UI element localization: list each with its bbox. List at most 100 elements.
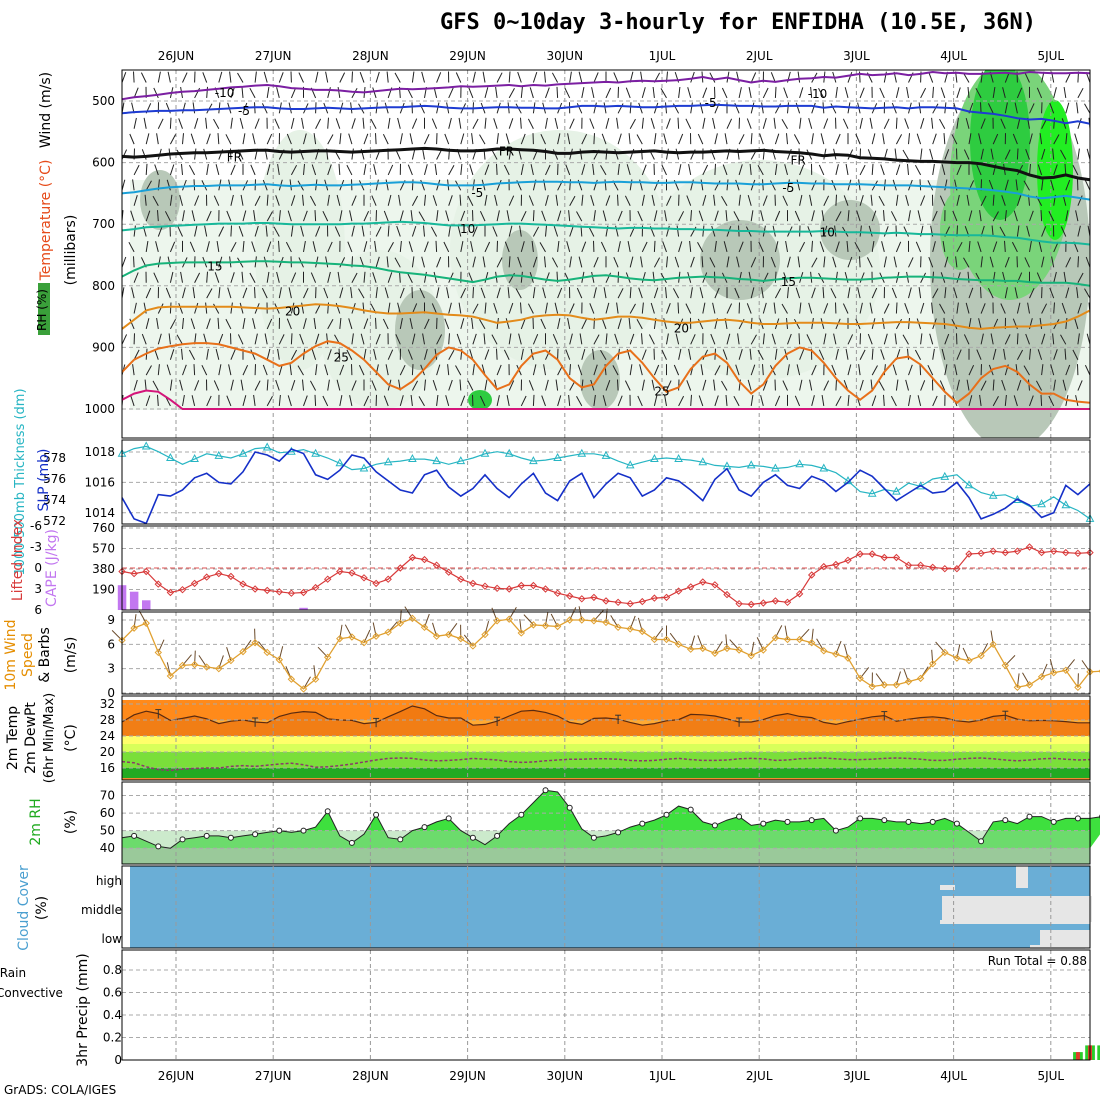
rh-marker bbox=[469, 834, 476, 841]
wind-barb bbox=[796, 179, 801, 191]
wind-barb bbox=[387, 302, 391, 314]
wind-barb bbox=[980, 287, 982, 299]
wind-barb bbox=[169, 117, 172, 129]
lifted-index-tick: 3 bbox=[34, 582, 42, 596]
wind-barb bbox=[191, 210, 196, 222]
wind-barb bbox=[868, 225, 873, 237]
wind-barb bbox=[870, 194, 873, 206]
wind-barb bbox=[290, 379, 296, 391]
lifted-index-marker bbox=[699, 578, 707, 586]
wind-barb bbox=[883, 226, 889, 237]
wind-barb bbox=[375, 333, 381, 345]
wind-barb bbox=[349, 210, 353, 222]
wind-barb bbox=[1036, 87, 1043, 99]
wind-barb bbox=[808, 302, 813, 314]
wind-barb bbox=[628, 317, 631, 329]
wind-barb bbox=[314, 394, 317, 406]
wind-barb bbox=[782, 380, 788, 391]
cape-panel-frame bbox=[121, 525, 1091, 611]
wind-barb bbox=[508, 225, 513, 237]
wind-barb bbox=[496, 210, 500, 222]
bottom-date-label: 29JUN bbox=[449, 1069, 486, 1083]
wind-barb bbox=[833, 333, 837, 345]
wind-barb bbox=[581, 348, 586, 360]
wind-barb bbox=[939, 195, 946, 206]
pressure-tick: 1000 bbox=[84, 402, 115, 416]
wind-barb bbox=[387, 194, 392, 206]
top-date-label: 3JUL bbox=[843, 49, 870, 63]
thickness-marker bbox=[553, 452, 562, 461]
thickness-axis-label: 1000-500mb Thickness (dm) bbox=[13, 388, 28, 575]
slp-tick: 1016 bbox=[84, 475, 115, 489]
wind-barb bbox=[577, 364, 583, 376]
wind-barb bbox=[579, 333, 583, 345]
wind-barb bbox=[653, 287, 659, 299]
wind-speed-marker bbox=[662, 635, 671, 644]
wind-barb bbox=[508, 380, 515, 391]
wind-barb bbox=[698, 210, 704, 222]
wind-barb bbox=[350, 287, 353, 299]
wind-barb bbox=[978, 133, 982, 145]
wind-barb bbox=[278, 394, 281, 406]
lifted-index-marker bbox=[1025, 543, 1034, 551]
wind-barb bbox=[460, 163, 463, 175]
wind-tick: 9 bbox=[107, 613, 115, 627]
wind-barb bbox=[762, 195, 768, 206]
wind-speed-marker bbox=[1001, 661, 1010, 670]
temp-tick: 24 bbox=[100, 729, 115, 743]
lifted-index-marker bbox=[529, 581, 538, 590]
wind-barb bbox=[1077, 333, 1080, 345]
wind-barb bbox=[327, 117, 329, 129]
wind-barb bbox=[628, 133, 631, 145]
wind-barb bbox=[980, 333, 984, 345]
wind-speed-marker bbox=[251, 639, 259, 647]
wind-barb bbox=[956, 272, 961, 283]
wind-barb bbox=[592, 348, 595, 360]
wind-barb bbox=[504, 241, 510, 253]
wind-barb bbox=[844, 271, 849, 283]
lifted-index-marker bbox=[650, 594, 659, 602]
wind-barb bbox=[327, 241, 333, 253]
precip-tick: 0.2 bbox=[103, 1031, 122, 1045]
thickness-marker bbox=[988, 490, 998, 499]
wind-barb bbox=[230, 87, 235, 99]
wind-barb bbox=[890, 211, 897, 222]
wind-barb bbox=[182, 395, 185, 407]
wind-barb bbox=[314, 210, 317, 222]
wind-barb bbox=[503, 164, 510, 176]
wind-barb bbox=[1013, 210, 1018, 222]
lifted-index-marker bbox=[311, 583, 320, 592]
rh-marker bbox=[687, 806, 694, 813]
thickness-tick: 572 bbox=[43, 514, 66, 528]
wind-barb bbox=[554, 302, 559, 314]
wind-barb bbox=[605, 333, 608, 345]
wind-barb bbox=[859, 272, 865, 283]
wind-barb bbox=[980, 380, 987, 391]
thickness-tick: 576 bbox=[43, 472, 66, 486]
wind-barb bbox=[750, 257, 757, 268]
wind-barb bbox=[617, 194, 619, 206]
wind-barb bbox=[881, 241, 885, 253]
wind-barb bbox=[266, 396, 273, 407]
wind-barb bbox=[652, 86, 655, 98]
lifted-index-marker bbox=[420, 555, 429, 564]
wind-speed-marker bbox=[1062, 666, 1070, 674]
wind-barb bbox=[180, 271, 183, 283]
wind-barb bbox=[493, 118, 498, 129]
wind-barb bbox=[122, 235, 123, 237]
lifted-index-marker bbox=[481, 582, 489, 590]
wind-barb bbox=[774, 241, 779, 253]
wind-barb bbox=[895, 117, 898, 129]
wind-barb bbox=[347, 241, 353, 253]
wind-barb bbox=[156, 318, 159, 329]
top-date-label: 30JUN bbox=[547, 49, 584, 63]
wind-barb bbox=[472, 303, 479, 314]
wind-barb bbox=[932, 241, 936, 253]
thickness-marker bbox=[335, 458, 345, 467]
wind-barb bbox=[818, 88, 825, 99]
isotherm-30 bbox=[122, 389, 1090, 410]
wind-barb bbox=[917, 395, 922, 407]
wind-barb bbox=[714, 133, 718, 145]
wind-speed-marker bbox=[275, 656, 284, 664]
lifted-index-marker bbox=[662, 593, 671, 602]
